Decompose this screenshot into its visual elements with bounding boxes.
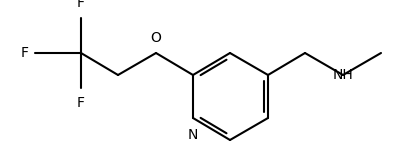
Text: NH: NH: [333, 68, 353, 82]
Text: F: F: [77, 96, 85, 110]
Text: N: N: [188, 128, 198, 142]
Text: O: O: [150, 31, 162, 45]
Text: F: F: [21, 46, 29, 60]
Text: F: F: [77, 0, 85, 10]
